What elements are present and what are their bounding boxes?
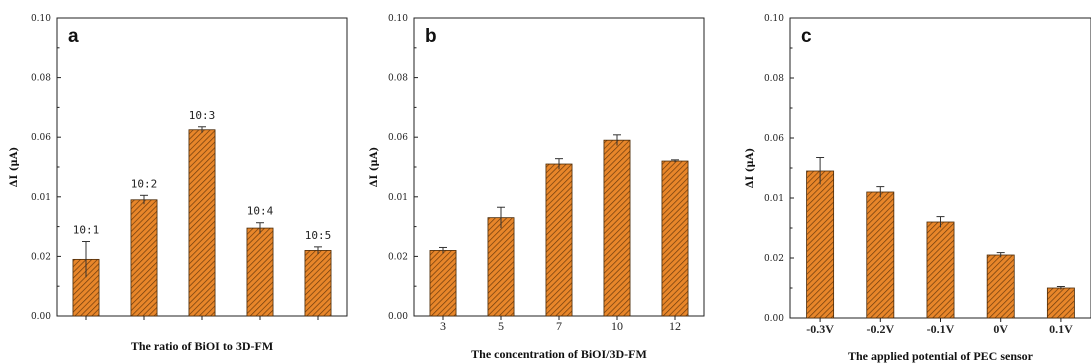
y-axis-label: ΔI (μA) [369, 147, 380, 187]
bar [926, 221, 955, 319]
chart-panel-c: 0.00 0.02 0.01 0.06 0.08 0.10 ΔI (μA) -0.3V -0.2… [745, 14, 1091, 363]
x-tick-label: -0.2V [866, 322, 894, 336]
bar [429, 250, 457, 317]
x-tick-label: -0.1V [927, 322, 955, 336]
x-axis-label: The applied potential of PEC sensor [848, 349, 1034, 363]
x-tick-label: 7 [556, 319, 562, 333]
y-tick-label: 0.02 [388, 252, 408, 262]
bar-data-label: 10:3 [189, 109, 216, 122]
chart-panel-a: 0.00 0.02 0.01 0.06 0.08 0.10 ΔI (μA) 10:1 10:2 1… [9, 14, 348, 353]
x-axis-label: The ratio of BiOI to 3D-FM [131, 339, 273, 353]
y-tick-label: 0.01 [764, 194, 784, 204]
x-axis-label: The concentration of BiOI/3D-FM [471, 347, 647, 361]
bar-data-label: 10:2 [131, 177, 158, 190]
x-tick-label: 5 [498, 319, 504, 333]
y-axis-label: ΔI (μA) [9, 147, 20, 187]
bar [661, 160, 689, 317]
y-tick-label: 0.06 [764, 134, 784, 144]
y-tick-label: 0.08 [388, 74, 408, 84]
bar [130, 199, 158, 317]
y-tick-label: 0.02 [764, 254, 784, 264]
y-tick-label: 0.08 [764, 74, 784, 84]
y-tick-label: 0.00 [31, 312, 51, 322]
x-tick-label: 12 [669, 319, 681, 333]
bar [866, 191, 895, 319]
y-tick-label: 0.00 [388, 312, 408, 322]
bar [603, 139, 631, 317]
y-axis-label: ΔI (μA) [745, 148, 756, 188]
y-tick-label: 0.10 [764, 14, 784, 24]
panel-letter: c [801, 26, 812, 47]
x-tick-label: -0.3V [806, 322, 834, 336]
y-tick-label: 0.06 [388, 133, 408, 143]
panel-letter: a [68, 26, 79, 47]
x-tick-label: 0.1V [1049, 322, 1073, 336]
bar-data-label: 10:1 [73, 224, 100, 237]
y-tick-label: 0.06 [31, 133, 51, 143]
x-tick-label: 10 [611, 319, 623, 333]
y-tick-label: 0.01 [388, 193, 408, 203]
bar-data-label: 10:4 [247, 205, 274, 218]
bar-data-label: 10:5 [305, 229, 332, 242]
bar [188, 129, 216, 317]
y-tick-label: 0.08 [31, 74, 51, 84]
x-tick-label: 0V [993, 322, 1008, 336]
x-tick-label: 3 [440, 319, 446, 333]
bar [986, 254, 1015, 319]
y-tick-label: 0.10 [388, 14, 408, 24]
y-tick-label: 0.10 [31, 14, 51, 24]
chart-panel-b: 0.00 0.02 0.01 0.06 0.08 0.10 ΔI (μA) 3 5 7 10 12 Th… [369, 14, 705, 361]
y-tick-label: 0.01 [31, 193, 51, 203]
y-tick-label: 0.02 [31, 252, 51, 262]
charts-group: 0.00 0.02 0.01 0.06 0.08 0.10 ΔI (μA) 10:1 10:2 1… [9, 14, 1091, 363]
panel-letter: b [425, 26, 437, 47]
bar [1046, 287, 1075, 319]
bar [545, 163, 573, 317]
bar [246, 227, 274, 317]
bar [487, 217, 515, 317]
bar [304, 250, 332, 317]
bar [806, 170, 835, 319]
y-tick-label: 0.00 [764, 314, 784, 324]
